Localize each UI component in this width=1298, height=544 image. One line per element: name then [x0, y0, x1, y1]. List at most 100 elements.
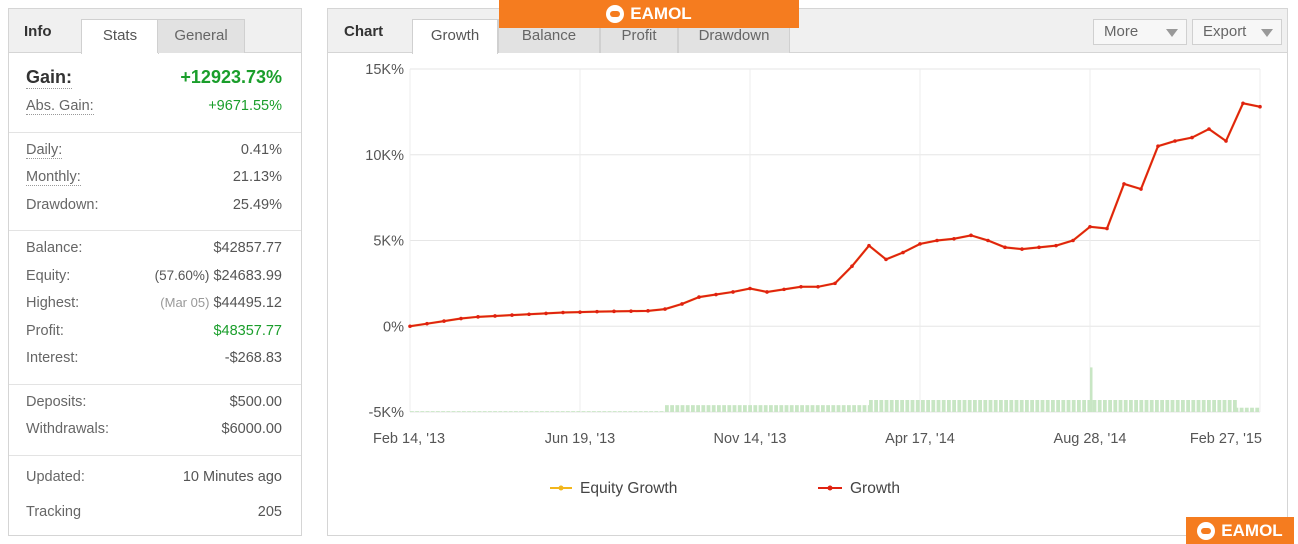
balance-bar [1165, 399, 1170, 412]
cashflow-block: Deposits: $500.00 Withdrawals: $6000.00 [9, 385, 301, 456]
info-panel: Info Stats General Gain: +12923.73% Abs.… [8, 8, 302, 536]
daily-value: 0.41% [240, 141, 282, 158]
balance-bar [545, 411, 549, 412]
balance-bar [926, 399, 930, 412]
deposits-value: $500.00 [229, 393, 282, 410]
tab-general[interactable]: General [157, 19, 245, 53]
brand-text-top: EAMOL [630, 4, 692, 23]
balance-bar [879, 399, 884, 412]
growth-point [799, 285, 803, 289]
balance-bar [514, 411, 518, 412]
growth-point [612, 309, 616, 314]
balance-bar [717, 405, 721, 412]
balance-bar [826, 405, 830, 412]
y-tick-label: 10K% [365, 148, 404, 164]
balance-bar [1170, 399, 1175, 412]
balance-bar [1222, 399, 1227, 412]
growth-point [493, 314, 497, 318]
more-button[interactable]: More [1093, 19, 1187, 45]
highest-value: $44495.12 [213, 295, 282, 311]
balance-bar [1045, 399, 1050, 412]
tracking-row: Tracking 205 [26, 504, 282, 539]
balance-bar [519, 411, 523, 412]
balance-bar [947, 399, 951, 412]
balance-bar [1191, 399, 1196, 412]
balance-bar [1196, 399, 1201, 412]
balance-bar [607, 411, 612, 412]
balance-bar [691, 405, 695, 412]
balance-bar [670, 405, 674, 412]
balance-bar [895, 399, 899, 412]
balance-bar [1239, 407, 1244, 412]
growth-point [544, 311, 548, 316]
balance-bar [727, 405, 732, 412]
balance-bar [910, 399, 915, 412]
balance-bar [900, 399, 904, 412]
tab-growth[interactable]: Growth [412, 19, 498, 54]
legend-equity-marker [558, 485, 564, 491]
drawdown-row: Drawdown: 25.49% [26, 197, 282, 225]
balance-bar [774, 405, 778, 412]
monthly-value: 21.13% [232, 169, 282, 185]
growth-point [1156, 144, 1160, 148]
highest-value-group: (Mar 05) $44495.12 [160, 295, 282, 311]
deposits-row: Deposits: $500.00 [26, 394, 282, 422]
balance-bar [503, 411, 508, 412]
updated-row: Updated: 10 Minutes ago [26, 469, 282, 504]
balance-bar [737, 405, 742, 412]
balance-bar [889, 399, 894, 412]
balance-bar [978, 399, 982, 412]
balance-bar [711, 405, 716, 412]
export-button[interactable]: Export [1192, 19, 1282, 45]
balance-bar [1087, 399, 1092, 412]
growth-point [629, 309, 633, 313]
growth-point [646, 309, 650, 313]
growth-point [850, 264, 854, 269]
balance-bar [638, 411, 643, 412]
balance-bar [1113, 399, 1118, 412]
balance-bar [1056, 399, 1060, 412]
growth-point [782, 287, 786, 292]
balance-bar [618, 411, 622, 412]
growth-point [408, 324, 412, 329]
balance-bar [467, 411, 471, 412]
equity-row: Equity: (57.60%) $24683.99 [26, 268, 282, 296]
balance-bar [456, 411, 461, 412]
balance-bar [566, 411, 570, 412]
balance-bar [1035, 399, 1040, 412]
growth-point [765, 290, 769, 294]
balance-bar [529, 411, 534, 412]
x-tick-label: Feb 27, '15 [1190, 431, 1262, 447]
growth-point [1003, 245, 1007, 250]
balance-bar [488, 411, 492, 412]
interest-label: Interest: [26, 350, 79, 366]
growth-point [969, 233, 973, 238]
rate-block: Daily: 0.41% Monthly: 21.13% Drawdown: 2… [9, 133, 301, 231]
growth-point [816, 285, 820, 289]
chevron-down-icon [1261, 29, 1273, 37]
highest-note: (Mar 05) [160, 295, 210, 310]
balance-bar [534, 411, 539, 412]
balance-bar [1234, 407, 1239, 412]
balance-bar [696, 405, 700, 412]
balance-bar [1175, 399, 1180, 412]
tab-stats[interactable]: Stats [81, 19, 159, 54]
balance-bar [1077, 399, 1081, 412]
balance-bar [732, 405, 737, 412]
more-label: More [1104, 23, 1139, 40]
balance-bar [1004, 399, 1008, 412]
balance-bar [1155, 399, 1159, 412]
balance-bar [623, 411, 627, 412]
withdrawals-row: Withdrawals: $6000.00 [26, 421, 282, 449]
y-tick-label: 0% [383, 319, 404, 335]
growth-point [1037, 245, 1041, 250]
balance-row: Balance: $42857.77 [26, 240, 282, 268]
growth-point [952, 236, 956, 241]
growth-point [1241, 101, 1245, 106]
equity-value-group: (57.60%) $24683.99 [155, 268, 282, 284]
grid-lines [409, 68, 1261, 413]
growth-point [1190, 135, 1194, 140]
balance-bar [931, 399, 936, 412]
chart-panel: Chart Growth Balance Profit Drawdown Mor… [327, 8, 1288, 536]
balance-bar [779, 405, 784, 412]
